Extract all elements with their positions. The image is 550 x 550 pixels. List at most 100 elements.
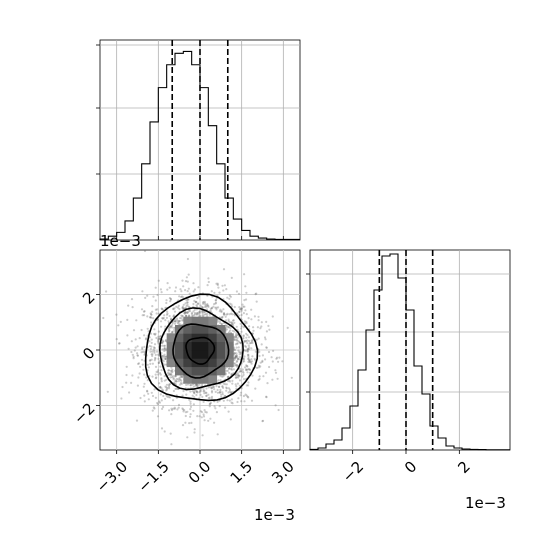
xy-density-cell xyxy=(208,341,218,351)
xy-scatter-point xyxy=(245,336,248,339)
xy-scatter-point xyxy=(182,389,185,393)
xy-scatter-point xyxy=(171,326,174,329)
xy-density-cell xyxy=(216,350,226,359)
xy-scatter-point xyxy=(225,288,228,291)
xy-scatter-point xyxy=(252,326,255,329)
xy-scatter-point xyxy=(168,373,171,376)
xy-scatter-point xyxy=(192,385,195,388)
xy-scatter-point xyxy=(159,386,162,389)
xy-scatter-point xyxy=(227,380,230,383)
xy-scatter-point xyxy=(159,365,162,368)
xy-scatter-point xyxy=(242,373,245,376)
xy-scatter-point xyxy=(236,342,239,345)
xy-scatter-point xyxy=(157,330,160,333)
xy-scatter-point xyxy=(198,390,201,393)
xy-scatter-point xyxy=(151,375,154,378)
xy-scatter-point xyxy=(234,383,237,386)
xy-scatter-point xyxy=(230,303,233,306)
xy-scatter-point xyxy=(261,419,265,422)
xy-scatter-point xyxy=(105,290,108,293)
xy-scatter-point xyxy=(139,365,142,368)
xy-scatter-point xyxy=(217,286,220,289)
xy-scatter-point xyxy=(258,366,261,369)
xy-scatter-point xyxy=(235,339,238,342)
xy-scatter-point xyxy=(179,323,182,326)
xy-density-cell xyxy=(208,358,218,368)
xy-scatter-point xyxy=(161,356,164,359)
xy-scatter-point xyxy=(264,358,267,361)
xy-scatter-point xyxy=(165,316,168,319)
xy-scatter-point xyxy=(168,396,172,399)
xy-scatter-point xyxy=(164,306,167,309)
xy-scatter-point xyxy=(181,306,184,309)
xy-scatter-point xyxy=(169,376,172,379)
xy-scatter-point xyxy=(236,376,239,379)
xy-scatter-point xyxy=(131,374,134,377)
xy-scatter-point xyxy=(242,335,245,338)
xy-scatter-point xyxy=(227,326,230,329)
xy-scatter-point xyxy=(228,313,231,316)
xy-scatter-point xyxy=(235,332,238,335)
xy-scatter-point xyxy=(158,335,161,338)
xy-scatter-point xyxy=(226,375,229,379)
xy-density-x-offset-text: 1e−3 xyxy=(254,506,295,524)
xy-scatter-point xyxy=(163,363,166,366)
xy-scatter-point xyxy=(186,290,189,293)
xy-density-cell xyxy=(175,366,184,376)
xy-scatter-point xyxy=(233,358,236,361)
xy-scatter-point xyxy=(162,394,165,398)
xy-scatter-point xyxy=(214,302,217,305)
xy-scatter-point xyxy=(233,336,236,339)
xy-scatter-point xyxy=(168,286,171,289)
xy-scatter-point xyxy=(260,321,263,324)
xy-scatter-point xyxy=(197,302,200,305)
xy-scatter-point xyxy=(225,389,228,392)
xy-scatter-point xyxy=(192,391,196,394)
xy-density-cell xyxy=(183,375,193,384)
xy-scatter-point xyxy=(271,360,274,363)
xy-scatter-point xyxy=(140,358,144,361)
xy-density-cell xyxy=(216,341,226,351)
xy-scatter-point xyxy=(236,337,239,340)
xy-scatter-point xyxy=(163,314,166,317)
xy-scatter-point xyxy=(161,340,164,343)
xy-scatter-point xyxy=(163,375,166,378)
xy-scatter-point xyxy=(181,279,184,282)
xy-scatter-point xyxy=(154,365,158,368)
xy-scatter-point xyxy=(240,330,243,333)
xy-scatter-point xyxy=(176,408,179,411)
xy-scatter-point xyxy=(207,305,210,308)
xy-scatter-point xyxy=(158,337,161,340)
xy-scatter-point xyxy=(160,377,163,380)
xy-scatter-point xyxy=(170,413,173,416)
xy-scatter-point xyxy=(192,310,195,313)
xy-scatter-point xyxy=(277,408,280,412)
xy-scatter-point xyxy=(239,342,243,345)
xy-scatter-point xyxy=(168,409,171,412)
xy-scatter-point xyxy=(210,306,213,309)
xy-scatter-point xyxy=(243,299,246,302)
xy-scatter-point xyxy=(166,282,169,285)
xy-density-contour xyxy=(172,323,230,379)
xy-scatter-point xyxy=(248,325,251,328)
xy-scatter-point xyxy=(161,317,164,320)
xy-scatter-point xyxy=(250,308,253,311)
xy-scatter-point xyxy=(215,385,218,388)
xy-scatter-point xyxy=(207,277,210,280)
xy-scatter-point xyxy=(185,305,188,308)
xy-scatter-point xyxy=(191,390,194,393)
xy-scatter-point xyxy=(241,375,244,378)
xy-scatter-point xyxy=(206,304,209,307)
xy-scatter-point xyxy=(186,301,189,304)
xy-scatter-point xyxy=(203,310,206,313)
xy-density-y-tick-label: −2 xyxy=(70,399,98,427)
xy-scatter-point xyxy=(255,292,258,295)
xy-scatter-point xyxy=(239,352,242,355)
xy-scatter-point xyxy=(243,305,246,308)
xy-scatter-point xyxy=(205,391,208,394)
xy-scatter-point xyxy=(167,373,170,376)
xy-scatter-point xyxy=(237,376,240,379)
xy-scatter-point xyxy=(188,315,191,318)
xy-scatter-point xyxy=(225,383,228,386)
xy-scatter-point xyxy=(201,306,204,309)
